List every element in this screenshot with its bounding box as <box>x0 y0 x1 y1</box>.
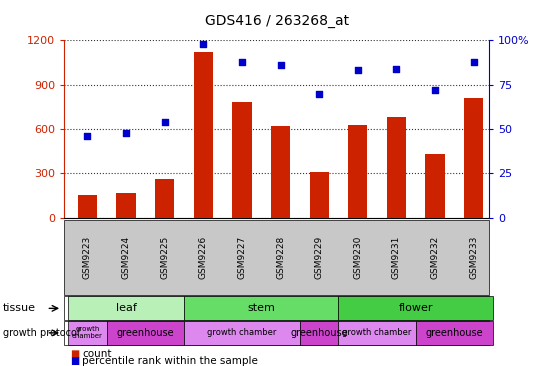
Point <box>392 66 401 72</box>
Bar <box>387 117 406 218</box>
Text: GSM9223: GSM9223 <box>83 235 92 279</box>
Point <box>238 59 247 64</box>
Point <box>122 130 131 135</box>
Point <box>353 67 362 73</box>
Text: GSM9233: GSM9233 <box>469 235 478 279</box>
Text: percentile rank within the sample: percentile rank within the sample <box>82 356 258 366</box>
Bar <box>310 172 329 218</box>
Bar <box>348 124 367 218</box>
Bar <box>464 98 484 218</box>
Text: GSM9228: GSM9228 <box>276 235 285 279</box>
Point <box>276 62 285 68</box>
Text: growth protocol: growth protocol <box>3 328 79 338</box>
Point <box>199 41 208 47</box>
Bar <box>193 52 213 218</box>
Text: GSM9231: GSM9231 <box>392 235 401 279</box>
Text: GSM9225: GSM9225 <box>160 235 169 279</box>
Text: growth chamber: growth chamber <box>207 328 277 337</box>
Text: GSM9224: GSM9224 <box>121 236 131 279</box>
Text: greenhouse: greenhouse <box>425 328 483 338</box>
Text: GSM9229: GSM9229 <box>315 235 324 279</box>
Text: count: count <box>82 349 112 359</box>
Text: growth chamber: growth chamber <box>343 328 412 337</box>
Text: ■: ■ <box>70 349 79 359</box>
Text: greenhouse: greenhouse <box>290 328 348 338</box>
Point <box>83 133 92 139</box>
Text: GSM9232: GSM9232 <box>430 235 439 279</box>
Bar <box>78 195 97 218</box>
Text: GDS416 / 263268_at: GDS416 / 263268_at <box>205 14 349 28</box>
Text: tissue: tissue <box>3 303 36 313</box>
Point <box>430 87 439 93</box>
Point <box>469 59 478 64</box>
Text: GSM9226: GSM9226 <box>199 235 208 279</box>
Text: GSM9230: GSM9230 <box>353 235 362 279</box>
Point <box>315 90 324 96</box>
Text: ■: ■ <box>70 356 79 366</box>
Text: greenhouse: greenhouse <box>117 328 174 338</box>
Text: leaf: leaf <box>116 303 136 313</box>
Bar <box>271 126 290 218</box>
Text: growth
chamber: growth chamber <box>72 326 103 339</box>
Bar <box>155 179 174 218</box>
Text: GSM9227: GSM9227 <box>238 235 247 279</box>
Bar <box>233 102 252 218</box>
Bar <box>425 154 445 218</box>
Bar <box>116 193 136 218</box>
Point <box>160 119 169 125</box>
Text: stem: stem <box>247 303 275 313</box>
Text: flower: flower <box>399 303 433 313</box>
